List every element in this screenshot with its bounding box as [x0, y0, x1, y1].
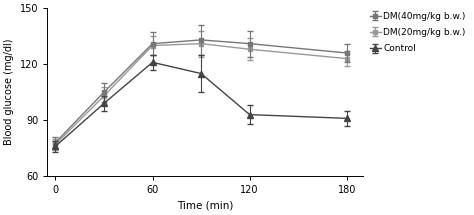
- X-axis label: Time (min): Time (min): [177, 201, 233, 211]
- Y-axis label: Blood glucose (mg/dl): Blood glucose (mg/dl): [4, 39, 14, 146]
- Legend: DM(40mg/kg b.w.), DM(20mg/kg b.w.), Control: DM(40mg/kg b.w.), DM(20mg/kg b.w.), Cont…: [366, 8, 469, 57]
